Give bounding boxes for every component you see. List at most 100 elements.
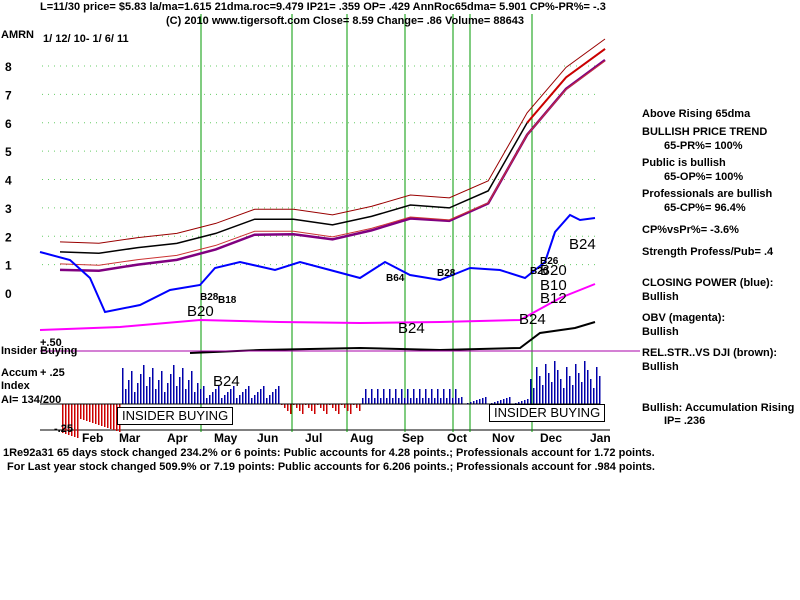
- accum-bar: [503, 399, 505, 404]
- small-signal-label: B18: [218, 295, 237, 306]
- accum-bar: [509, 397, 511, 404]
- y-tick-label: 4: [5, 174, 12, 188]
- accum-bar: [437, 389, 439, 404]
- accum-bar: [248, 386, 250, 404]
- cp-vs-pr: CP%vsPr%= -3.6%: [642, 224, 739, 236]
- accum-bar: [104, 404, 106, 427]
- accum-bar: [320, 404, 322, 408]
- accum-bar: [86, 404, 88, 421]
- accum-rising: Bullish: Accumulation Rising: [642, 402, 795, 414]
- accum-bar: [566, 367, 568, 404]
- accum-bar: [185, 389, 187, 404]
- accum-bar: [554, 361, 556, 404]
- accum-bar: [149, 377, 151, 404]
- pr-value: 65-PR%= 100%: [664, 140, 743, 152]
- x-tick-label: Feb: [82, 431, 103, 445]
- closing-power-line: [39, 213, 596, 314]
- accum-bar: [194, 392, 196, 404]
- signal-label: B20: [540, 262, 567, 279]
- accum-bar: [143, 365, 145, 404]
- accum-bar: [62, 404, 64, 433]
- accum-bar: [347, 404, 349, 411]
- accum-bar: [284, 404, 286, 408]
- accum-bar: [506, 398, 508, 404]
- x-tick-label: Dec: [540, 431, 562, 445]
- accum-bar: [344, 404, 346, 408]
- accum-bar: [128, 380, 130, 404]
- pros-bullish: Professionals are bullish: [642, 188, 773, 200]
- relstr-label: REL.STR..VS DJI (brown):: [642, 347, 778, 359]
- x-tick-label: Jun: [257, 431, 278, 445]
- y-tick-label: 5: [5, 145, 12, 159]
- ai-label: AI= 134/200: [1, 394, 62, 406]
- small-signal-label: B64: [386, 273, 405, 284]
- accum-bar: [80, 404, 82, 419]
- price-line: [59, 48, 606, 255]
- op-value: 65-OP%= 100%: [664, 171, 744, 183]
- accum-bar: [392, 398, 394, 404]
- price-line-recent: [526, 48, 606, 124]
- accum-bar: [383, 389, 385, 404]
- header-line1: L=11/30 price= $5.83 la/ma=1.615 21dma.r…: [40, 1, 606, 13]
- accum-bar: [191, 371, 193, 404]
- accum-bar: [164, 392, 166, 404]
- accum-bar: [359, 404, 361, 411]
- x-tick-label: Oct: [447, 431, 467, 445]
- accum-bar: [254, 395, 256, 404]
- accum-bar: [569, 376, 571, 404]
- insider-buying-box: INSIDER BUYING: [117, 407, 234, 425]
- accum-bar: [131, 371, 133, 404]
- accum-bar: [575, 364, 577, 404]
- ticker: AMRN: [1, 29, 34, 41]
- accum-bar: [206, 398, 208, 404]
- accum-bar: [290, 404, 292, 414]
- accum-bar: [362, 398, 364, 404]
- index-label: Index: [1, 380, 30, 392]
- accum-bar: [479, 399, 481, 404]
- accum-bar: [167, 383, 169, 404]
- accum-bar: [197, 383, 199, 404]
- x-tick-label: Jul: [305, 431, 322, 445]
- accum-bar: [596, 367, 598, 404]
- cp-value: 65-CP%= 96.4%: [664, 202, 746, 214]
- accum-bar: [134, 392, 136, 404]
- accum-bar: [500, 400, 502, 404]
- plus25-label: + .25: [40, 367, 65, 379]
- accum-bar: [455, 389, 457, 404]
- accum-bar: [587, 370, 589, 404]
- public-bullish: Public is bullish: [642, 157, 726, 169]
- accum-bar: [116, 404, 118, 431]
- insider-buying-box: INSIDER BUYING: [489, 404, 606, 422]
- accum-bar: [410, 398, 412, 404]
- accum-bar: [539, 376, 541, 404]
- accum-bar: [356, 404, 358, 408]
- accum-bar: [452, 398, 454, 404]
- accum-bar: [578, 373, 580, 404]
- minus25-label: -.25: [54, 423, 73, 435]
- x-tick-label: Aug: [350, 431, 373, 445]
- accum-bar: [476, 400, 478, 404]
- signal-label: B24: [398, 320, 425, 337]
- header-line2: (C) 2010 www.tigersoft.com Close= 8.59 C…: [166, 15, 524, 27]
- accum-bar: [374, 398, 376, 404]
- y-tick-label: 8: [5, 60, 12, 74]
- accum-bar: [482, 398, 484, 404]
- accum-bar: [338, 404, 340, 414]
- accum-bar: [209, 395, 211, 404]
- accum-bar: [326, 404, 328, 414]
- rel-strength-line: [189, 321, 596, 354]
- accum-bar: [428, 398, 430, 404]
- accum-bar: [77, 404, 79, 438]
- lower-band: [59, 60, 606, 266]
- closing-power-status: Bullish: [642, 291, 679, 303]
- accum-bar: [380, 398, 382, 404]
- accum-bar: [161, 371, 163, 404]
- accum-bar: [563, 388, 565, 404]
- accum-bar: [581, 382, 583, 404]
- accum-bar: [68, 404, 70, 435]
- accum-bar: [224, 395, 226, 404]
- x-tick-label: Jan: [590, 431, 611, 445]
- closing-power-label: CLOSING POWER (blue):: [642, 277, 774, 289]
- accum-bar: [530, 379, 532, 404]
- accum-bar: [188, 380, 190, 404]
